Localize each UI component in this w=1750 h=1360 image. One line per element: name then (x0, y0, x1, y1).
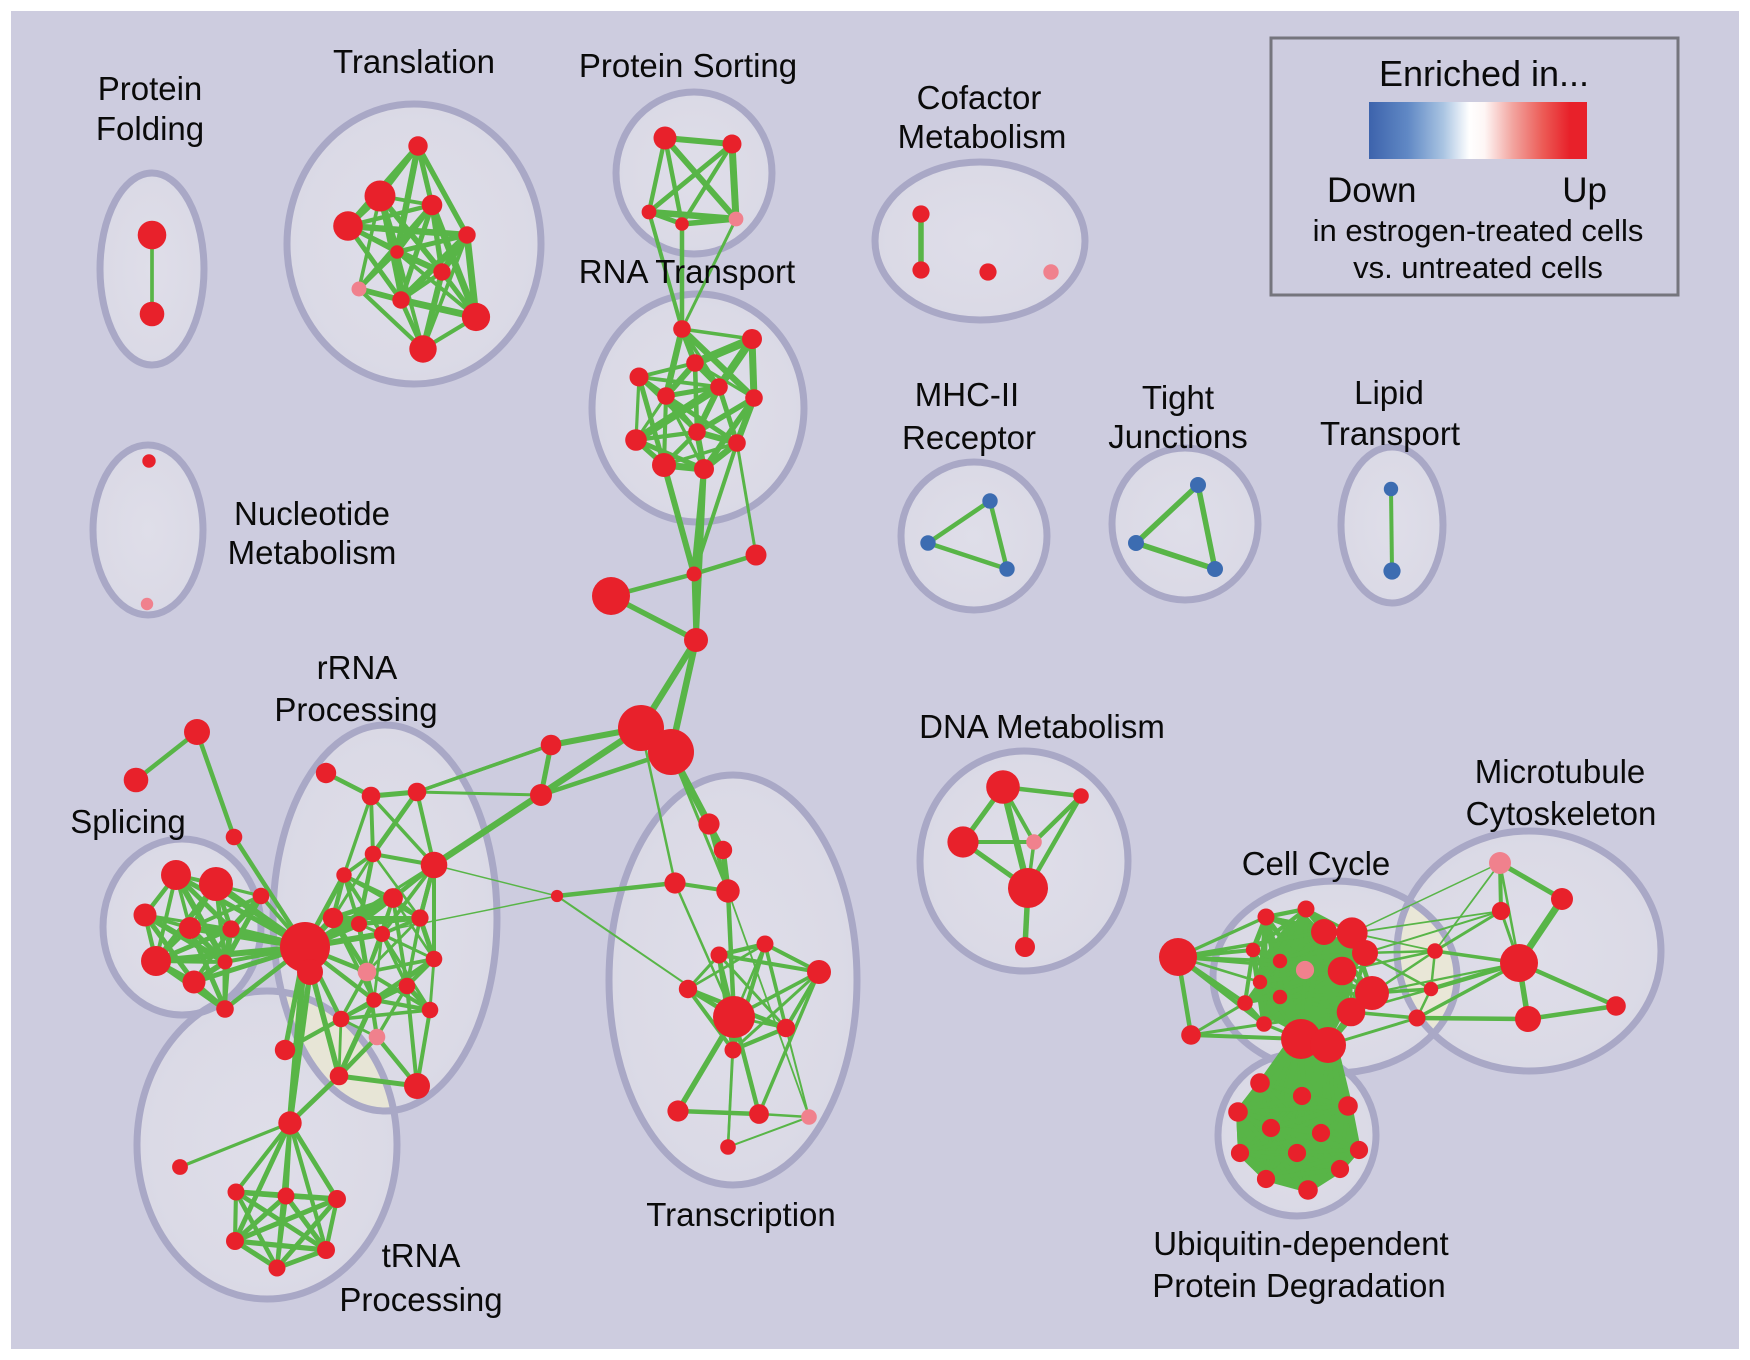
svg-text:Down: Down (1327, 171, 1416, 210)
svg-text:in estrogen-treated cells: in estrogen-treated cells (1313, 213, 1644, 248)
svg-text:tRNA: tRNA (382, 1237, 461, 1274)
svg-text:Nucleotide: Nucleotide (234, 495, 390, 532)
svg-text:Cytoskeleton: Cytoskeleton (1466, 795, 1657, 832)
svg-text:Microtubule: Microtubule (1475, 753, 1646, 790)
svg-text:Protein Degradation: Protein Degradation (1152, 1267, 1446, 1304)
svg-text:Lipid: Lipid (1354, 374, 1424, 411)
svg-text:MHC-II: MHC-II (915, 376, 1019, 413)
svg-text:Translation: Translation (333, 43, 495, 80)
svg-text:vs. untreated cells: vs. untreated cells (1353, 250, 1603, 285)
svg-text:Tight: Tight (1142, 379, 1214, 416)
svg-text:RNA Transport: RNA Transport (579, 253, 795, 290)
svg-text:DNA Metabolism: DNA Metabolism (919, 708, 1165, 745)
svg-text:Cell Cycle: Cell Cycle (1242, 845, 1391, 882)
svg-text:Processing: Processing (274, 691, 437, 728)
svg-text:Receptor: Receptor (902, 419, 1036, 456)
svg-text:Splicing: Splicing (70, 803, 186, 840)
svg-text:Metabolism: Metabolism (228, 534, 397, 571)
svg-text:Transport: Transport (1320, 415, 1460, 452)
svg-text:Protein: Protein (98, 70, 203, 107)
svg-text:Ubiquitin-dependent: Ubiquitin-dependent (1153, 1225, 1448, 1262)
svg-text:Cofactor: Cofactor (917, 79, 1042, 116)
svg-text:rRNA: rRNA (317, 649, 398, 686)
svg-text:Up: Up (1562, 171, 1607, 210)
svg-text:Folding: Folding (96, 110, 204, 147)
svg-text:Protein Sorting: Protein Sorting (579, 47, 797, 84)
svg-text:Processing: Processing (339, 1281, 502, 1318)
svg-text:Transcription: Transcription (646, 1196, 836, 1233)
svg-text:Enriched in...: Enriched in... (1379, 53, 1589, 94)
svg-text:Metabolism: Metabolism (898, 118, 1067, 155)
svg-text:Junctions: Junctions (1108, 418, 1247, 455)
